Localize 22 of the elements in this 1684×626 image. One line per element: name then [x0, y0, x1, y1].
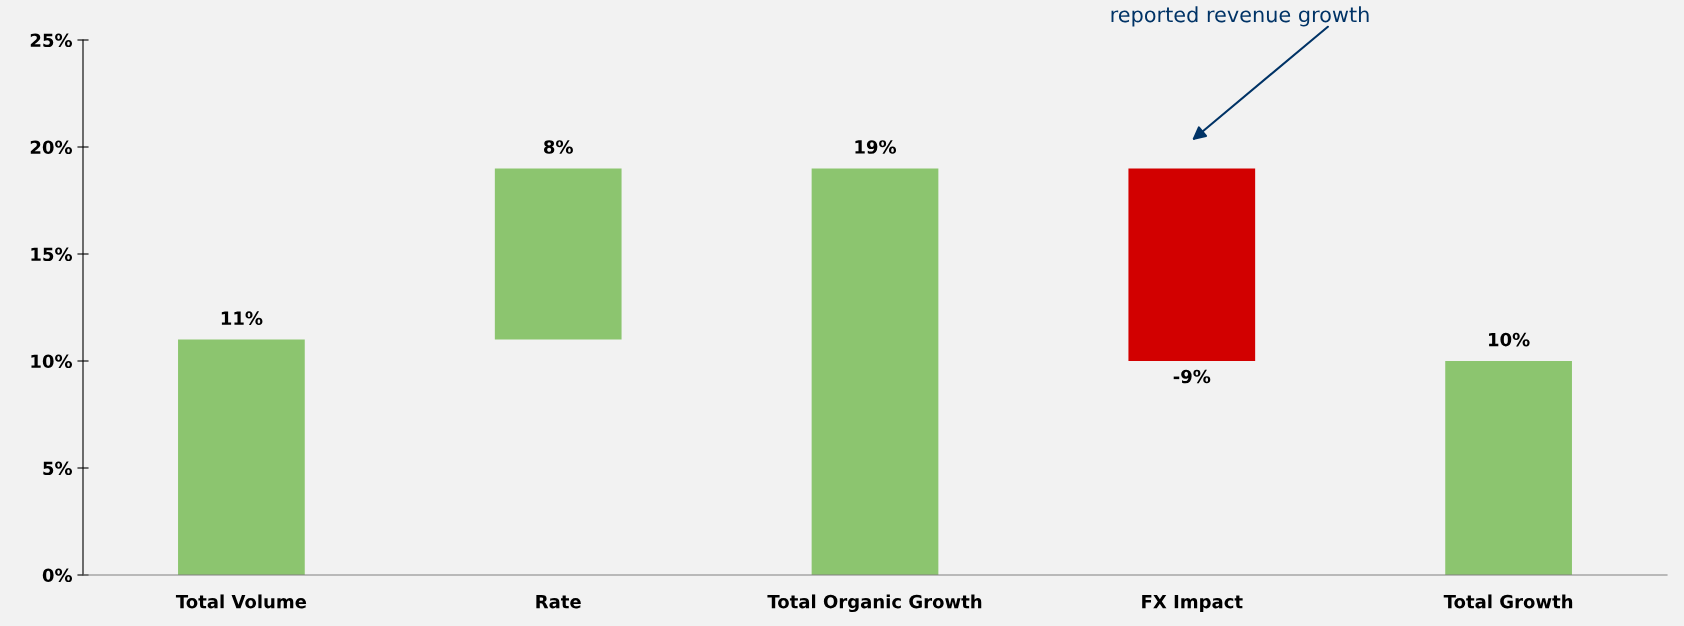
bar [1128, 168, 1256, 361]
text: reported revenue growth [1111, 6, 1369, 27]
data-label: 19% [855, 140, 897, 154]
bar [494, 168, 622, 340]
bar [178, 339, 305, 575]
y-tick-label: 20% [30, 140, 73, 155]
y-tick-label: 15% [31, 247, 73, 262]
y-tick-label: 5% [43, 461, 73, 476]
y-tick-label: 10% [31, 354, 73, 369]
data-label: 11% [221, 311, 263, 325]
bar [811, 168, 939, 575]
x-tick-label: Rate [536, 595, 581, 609]
y-tick-label: 25% [30, 33, 73, 48]
bar [1445, 361, 1572, 575]
x-tick-label: Total Organic Growth [767, 594, 982, 613]
y-tick-label: 0% [42, 568, 73, 583]
x-tick-label: Total Volume [175, 594, 307, 609]
data-label: 8% [543, 140, 573, 154]
data-label: -9% [1173, 369, 1211, 384]
x-tick-label: FX Impact [1142, 595, 1243, 612]
data-label: 10% [1489, 332, 1530, 347]
x-tick-label: Total Growth [1443, 594, 1573, 609]
